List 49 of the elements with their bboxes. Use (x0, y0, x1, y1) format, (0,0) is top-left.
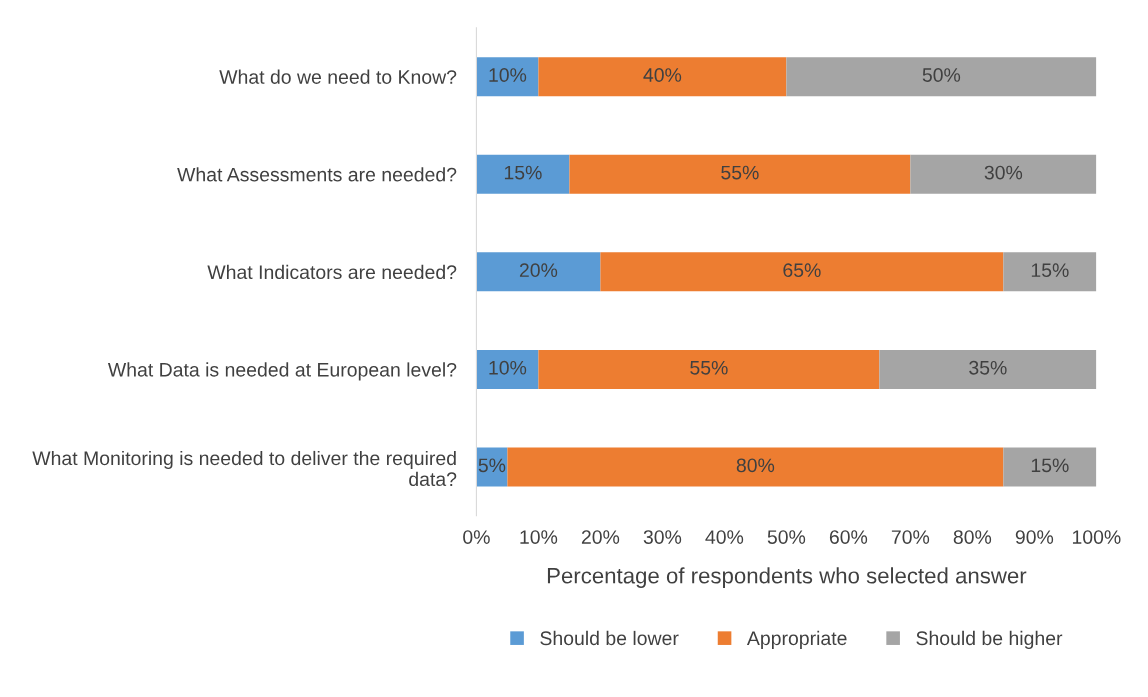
y-tick-label: What Monitoring is needed to deliver the required data? (32, 450, 457, 487)
data-label: 65% (783, 263, 821, 278)
bar (569, 154, 911, 194)
x-axis-title: Percentage of respondents who selected answer (547, 567, 1027, 588)
y-tick-label: What Data is needed at European level? (107, 362, 457, 381)
bar (600, 252, 1004, 292)
bar (507, 447, 1004, 487)
y-tick-label: What do we need to Know? (219, 69, 457, 84)
bar (538, 57, 787, 97)
x-tick-label: 80% (953, 530, 992, 544)
x-tick-label: 20% (581, 530, 620, 544)
data-label: 10% (489, 360, 527, 375)
data-label: 10% (489, 68, 527, 82)
x-tick-label: 30% (643, 530, 682, 544)
data-label: 55% (721, 165, 759, 180)
bar (879, 349, 1097, 389)
data-label: 30% (984, 165, 1023, 180)
bar (476, 154, 570, 194)
legend-label: Appropriate (746, 630, 847, 649)
bar (476, 252, 601, 292)
x-tick-label: 60% (829, 530, 868, 544)
bar (538, 349, 880, 389)
data-label: 40% (643, 68, 682, 82)
legend-label: Should be higher (916, 630, 1063, 649)
data-label: 5% (478, 458, 506, 473)
x-tick-label: 70% (891, 530, 930, 544)
x-tick-label: 90% (1015, 530, 1054, 544)
legend-label: Should be lower (540, 630, 679, 646)
x-tick-label: 50% (767, 530, 806, 544)
y-tick-label: What Indicators are needed? (207, 264, 457, 280)
data-label: 15% (504, 165, 542, 180)
bar (910, 154, 1097, 194)
bar (1003, 447, 1097, 487)
x-tick-label: 100% (1072, 530, 1121, 544)
x-tick-label: 40% (705, 530, 744, 544)
bar (1003, 252, 1097, 292)
data-label: 35% (969, 360, 1007, 375)
data-label: 20% (519, 263, 558, 278)
data-label: 80% (736, 458, 775, 473)
data-label: 15% (1031, 458, 1069, 473)
bar (476, 57, 539, 97)
data-label: 15% (1031, 263, 1069, 278)
x-tick-label: 10% (520, 530, 558, 544)
data-label: 55% (690, 360, 728, 375)
y-tick-label: What Assessments are needed? (177, 167, 457, 182)
bar (786, 57, 1097, 97)
x-tick-label: 0% (463, 530, 490, 544)
data-label: 50% (922, 68, 961, 82)
bar (476, 349, 539, 389)
